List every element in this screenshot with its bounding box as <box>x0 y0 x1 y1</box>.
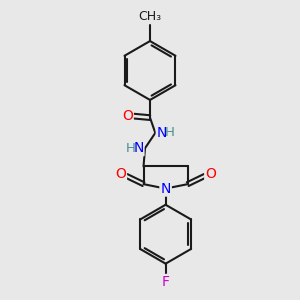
Text: O: O <box>122 109 133 123</box>
Text: O: O <box>115 167 126 182</box>
Text: N: N <box>157 126 167 140</box>
Text: N: N <box>133 141 143 155</box>
Text: F: F <box>162 275 170 289</box>
Text: H: H <box>165 126 175 139</box>
Text: H: H <box>126 142 136 155</box>
Text: CH₃: CH₃ <box>138 11 162 23</box>
Text: O: O <box>205 167 216 182</box>
Text: N: N <box>160 182 171 196</box>
